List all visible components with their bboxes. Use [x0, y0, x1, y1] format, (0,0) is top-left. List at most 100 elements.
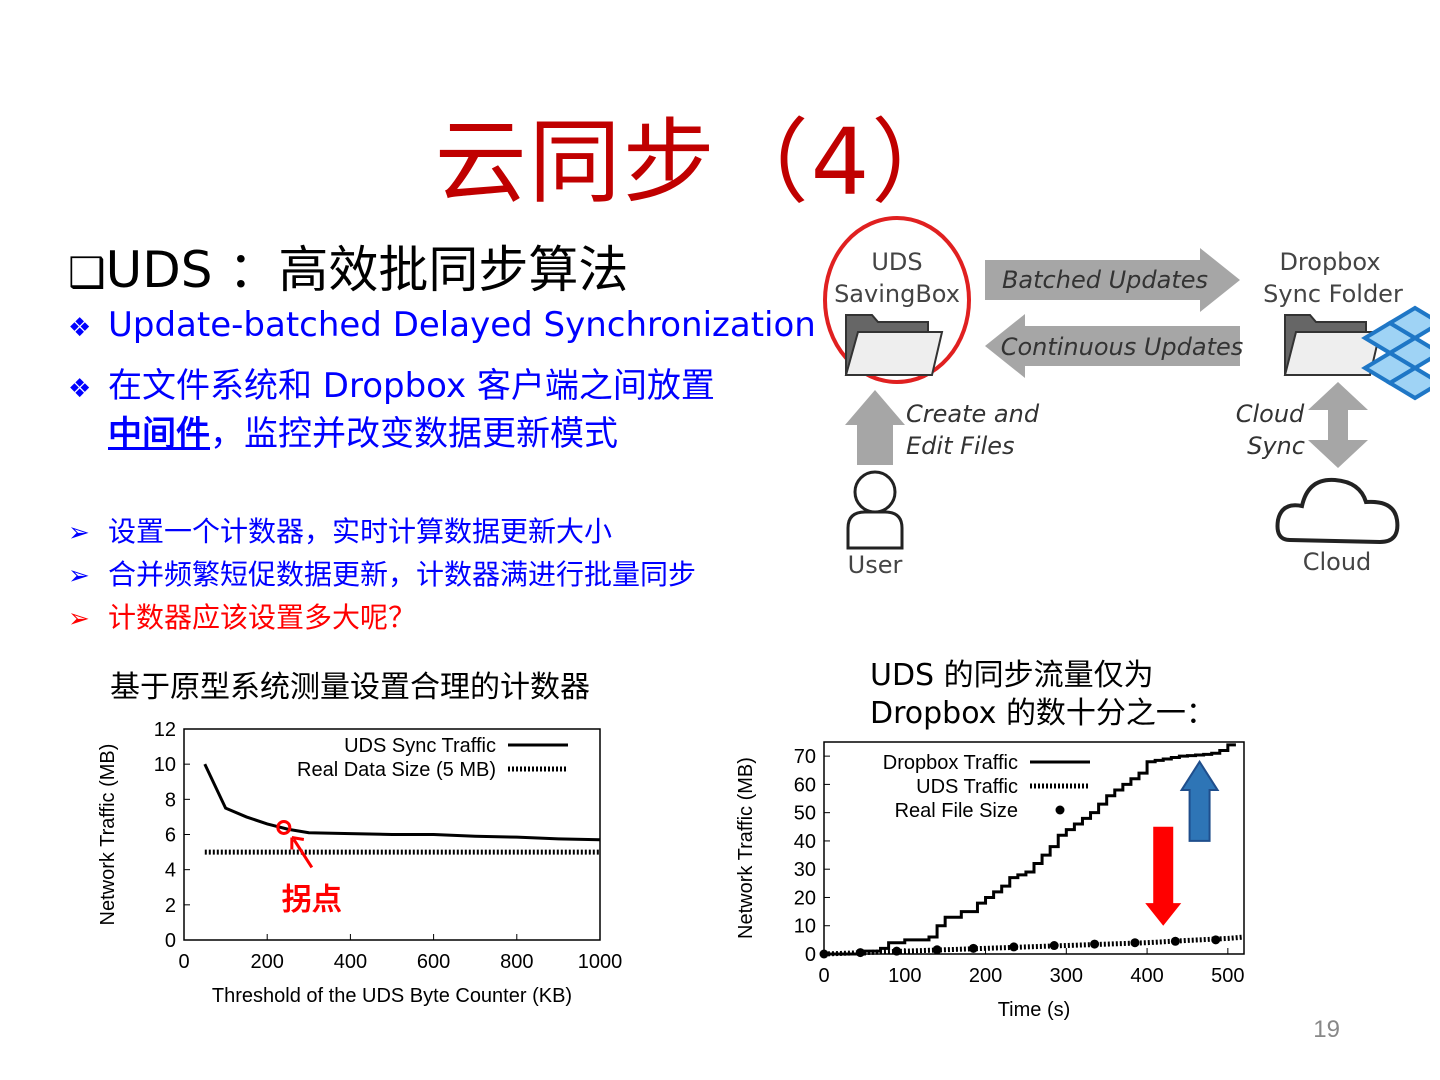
arrow-bullet-icon: ➢: [68, 561, 90, 591]
dropbox-label-1: Dropbox: [1279, 248, 1380, 276]
y-tick-label: 4: [165, 860, 176, 882]
sub-bullet-1-text: 设置一个计数器，实时计算数据更新大小: [108, 515, 613, 548]
highlight-ellipse: [823, 216, 971, 384]
create-edit-arrow: [845, 390, 905, 465]
red-down-arrow: [1145, 826, 1182, 926]
y-tick-label: 40: [794, 831, 816, 853]
x-tick-label: 400: [1130, 965, 1163, 987]
cloud-sync-label-1: Cloud: [1236, 400, 1305, 428]
data-point: [1211, 935, 1221, 945]
legend-swatch: [1055, 805, 1065, 815]
data-point: [1090, 939, 1100, 949]
y-tick-label: 2: [165, 895, 176, 917]
sub-bullet-2: ➢ 合并频繁短促数据更新，计数器满进行批量同步: [68, 553, 696, 593]
x-axis-label: Time (s): [998, 999, 1071, 1021]
user-icon: [846, 470, 904, 550]
legend-label: Dropbox Traffic: [883, 752, 1018, 774]
y-axis-label: Network Traffic (MB): [735, 757, 757, 939]
x-tick-label: 500: [1211, 965, 1244, 987]
dropbox-label-2: Sync Folder: [1263, 280, 1403, 308]
uds-label-1: UDS: [871, 248, 922, 276]
x-tick-label: 400: [334, 951, 367, 973]
data-point: [819, 949, 829, 959]
y-tick-label: 10: [794, 916, 816, 938]
heading-text: UDS ：高效批同步算法: [105, 241, 629, 299]
y-tick-label: 30: [794, 859, 816, 881]
data-point: [892, 946, 902, 956]
continuous-updates-arrow: Continuous Updates: [985, 314, 1243, 378]
x-tick-label: 100: [888, 965, 921, 987]
x-tick-label: 0: [178, 951, 189, 973]
y-tick-label: 12: [154, 719, 176, 741]
blue-up-arrow: [1179, 759, 1220, 842]
arrow-bullet-icon: ➢: [68, 604, 90, 634]
x-tick-label: 0: [818, 965, 829, 987]
checkbox-bullet-icon: ❑: [68, 248, 106, 297]
cloud-sync-label-2: Sync: [1247, 432, 1305, 460]
caption-right-1: UDS 的同步流量仅为: [870, 658, 1154, 693]
data-point: [1170, 936, 1180, 946]
y-tick-label: 50: [794, 803, 816, 825]
diamond-bullet-icon: ❖: [68, 313, 92, 343]
sub-bullet-2-text: 合并频繁短促数据更新，计数器满进行批量同步: [108, 558, 697, 591]
inflection-pointer-line: [292, 838, 314, 869]
series-line-0: [824, 743, 1236, 956]
series-line-0: [203, 763, 601, 842]
legend-label: UDS Sync Traffic: [344, 735, 496, 757]
bullet-2-line2: 中间件，监控并改变数据更新模式: [108, 406, 618, 455]
x-tick-label: 200: [969, 965, 1002, 987]
legend-label: Real Data Size (5 MB): [297, 759, 496, 781]
uds-architecture-diagram: UDS SavingBox Batched Updates Continuous…: [823, 216, 1430, 579]
y-tick-label: 60: [794, 774, 816, 796]
cloud-label: Cloud: [1303, 548, 1372, 576]
y-tick-label: 10: [154, 754, 176, 776]
batched-updates-label: Batched Updates: [1002, 266, 1208, 294]
y-tick-label: 0: [165, 930, 176, 952]
inflection-point-marker: [276, 819, 292, 835]
x-tick-label: 1000: [578, 951, 623, 973]
sub-bullet-3-text: 计数器应该设置多大呢？: [108, 601, 417, 634]
y-tick-label: 0: [805, 944, 816, 966]
bullet-2: ❖ 在文件系统和 Dropbox 客户端之间放置: [68, 358, 715, 407]
bullet-1-text: Update-batched Delayed Synchronization: [108, 305, 816, 345]
sub-bullet-1: ➢ 设置一个计数器，实时计算数据更新大小: [68, 510, 612, 550]
create-label-2: Edit Files: [906, 432, 1015, 460]
continuous-updates-label: Continuous Updates: [1001, 333, 1244, 361]
series-line-1: [823, 934, 1245, 957]
arrow-bullet-icon: ➢: [68, 518, 90, 548]
x-tick-label: 600: [417, 951, 450, 973]
batched-updates-arrow: Batched Updates: [985, 248, 1240, 312]
plot-frame: [823, 741, 1245, 955]
y-tick-label: 20: [794, 887, 816, 909]
data-point: [1049, 941, 1059, 951]
data-point: [968, 943, 978, 953]
inflection-point-label: 拐点: [282, 882, 342, 917]
middleware-link[interactable]: 中间件: [108, 414, 210, 454]
y-axis-label: Network Traffic (MB): [97, 744, 119, 926]
x-tick-label: 300: [1050, 965, 1083, 987]
user-label: User: [848, 551, 903, 579]
sync-folder-icon: [1283, 314, 1382, 376]
data-point: [1009, 942, 1019, 952]
x-axis-label: Threshold of the UDS Byte Counter (KB): [212, 985, 572, 1007]
y-tick-label: 6: [165, 825, 176, 847]
x-tick-label: 800: [500, 951, 533, 973]
bullet-2-rest: ，监控并改变数据更新模式: [210, 414, 618, 454]
create-label-1: Create and: [906, 400, 1040, 428]
cloud-sync-arrow: [1308, 382, 1368, 468]
data-point: [932, 945, 942, 955]
diamond-bullet-icon: ❖: [68, 374, 92, 404]
legend-label: UDS Traffic: [916, 776, 1018, 798]
folder-icon: [844, 314, 944, 376]
bullet-1: ❖ Update-batched Delayed Synchronization: [68, 305, 816, 345]
page-number: 19: [1313, 1016, 1340, 1043]
legend-label: Real File Size: [895, 800, 1018, 822]
caption-left: 基于原型系统测量设置合理的计数器: [110, 670, 590, 705]
cloud-icon: [1275, 477, 1400, 545]
uds-label-2: SavingBox: [834, 280, 960, 308]
sub-bullet-3: ➢ 计数器应该设置多大呢？: [68, 596, 416, 636]
bullet-2-text: 在文件系统和 Dropbox 客户端之间放置: [108, 366, 715, 406]
heading: ❑UDS ：高效批同步算法: [68, 230, 628, 302]
data-point: [1130, 938, 1140, 948]
x-tick-label: 200: [251, 951, 284, 973]
